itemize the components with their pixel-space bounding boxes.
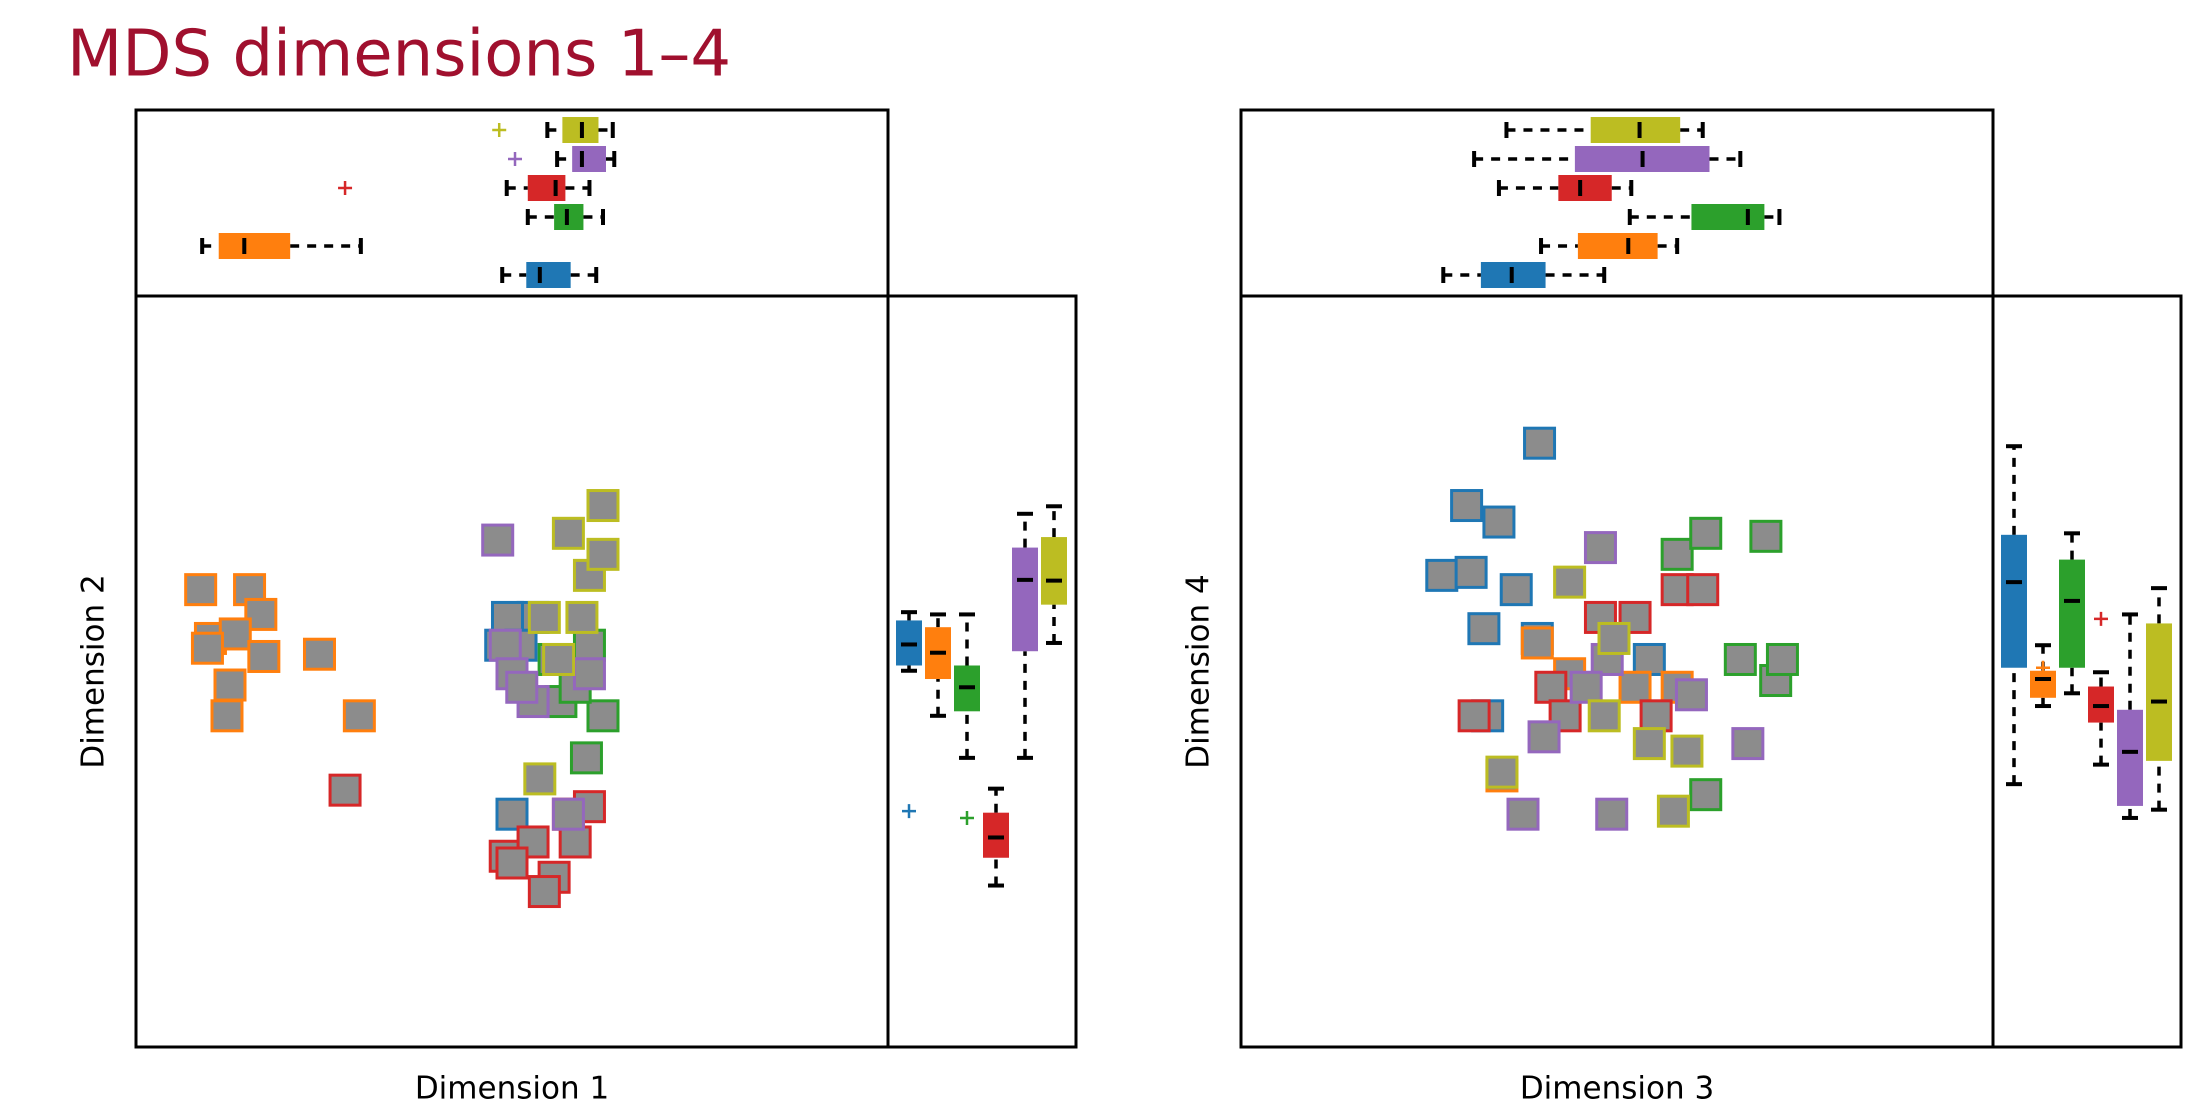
image-thumbnail [1662, 539, 1692, 569]
image-thumbnail [1484, 507, 1514, 537]
outlier [508, 152, 522, 166]
image-thumbnail [529, 602, 559, 632]
image-thumbnail [1691, 518, 1721, 548]
image-thumbnail [1672, 736, 1702, 766]
image-thumbnail [507, 672, 537, 702]
image-thumbnail [567, 602, 597, 632]
box [2059, 560, 2085, 668]
figure: MDS dimensions 1–4 Dimension 1 Dimension … [0, 0, 2201, 1117]
box [2117, 710, 2143, 806]
image-thumbnail [344, 701, 374, 731]
image-thumbnail [1525, 428, 1555, 458]
y-axis-label: Dimension 4 [1181, 574, 1217, 768]
box [1558, 175, 1611, 201]
image-thumbnail [560, 827, 590, 857]
box [219, 233, 290, 259]
image-thumbnail [304, 639, 334, 669]
box [2146, 623, 2172, 760]
image-thumbnail [497, 848, 527, 878]
outlier [338, 181, 352, 195]
image-thumbnail [1469, 614, 1499, 644]
image-thumbnail [553, 799, 583, 829]
image-thumbnail [1522, 628, 1552, 658]
box [526, 262, 570, 288]
image-thumbnail [330, 775, 360, 805]
image-thumbnail [212, 701, 242, 731]
image-thumbnail [588, 701, 618, 731]
image-thumbnail [1597, 799, 1627, 829]
figure-title: MDS dimensions 1–4 [67, 18, 731, 92]
image-thumbnail [1536, 672, 1566, 702]
image-thumbnail [249, 641, 279, 671]
image-thumbnail [1529, 722, 1559, 752]
image-thumbnail [1658, 796, 1688, 826]
top-margin-frame [136, 110, 888, 296]
image-thumbnail [1688, 575, 1718, 605]
box [2030, 671, 2056, 698]
image-thumbnail [1487, 757, 1517, 787]
image-thumbnail [544, 644, 574, 674]
image-thumbnail [588, 491, 618, 521]
image-thumbnail [490, 630, 520, 660]
image-thumbnail [1767, 644, 1797, 674]
box [983, 813, 1009, 858]
image-thumbnail [1691, 780, 1721, 810]
image-thumbnail [1634, 644, 1664, 674]
image-thumbnail [588, 539, 618, 569]
x-axis-label: Dimension 1 [415, 1071, 609, 1107]
box [572, 146, 606, 172]
image-thumbnail [1571, 672, 1601, 702]
outlier [960, 811, 974, 825]
box [2001, 535, 2027, 668]
image-thumbnail [1585, 533, 1615, 563]
image-thumbnail [1599, 623, 1629, 653]
outlier [2094, 612, 2108, 626]
box [1012, 548, 1038, 652]
page: {"chart_data": [ {"type": "scatter", "ti… [0, 0, 2201, 1117]
outlier [492, 123, 506, 137]
image-thumbnail [483, 525, 513, 555]
image-thumbnail [1501, 575, 1531, 605]
x-axis-label: Dimension 3 [1520, 1071, 1714, 1107]
image-thumbnail [574, 659, 604, 689]
image-thumbnail [492, 602, 522, 632]
image-thumbnail [220, 619, 250, 649]
image-thumbnail [1676, 680, 1706, 710]
image-thumbnail [1555, 567, 1585, 597]
box [1691, 204, 1764, 230]
box [1578, 233, 1658, 259]
image-thumbnail [1620, 672, 1650, 702]
image-thumbnail [1634, 729, 1664, 759]
image-thumbnail [525, 764, 555, 794]
image-thumbnail [1452, 491, 1482, 521]
image-thumbnail [571, 743, 601, 773]
image-thumbnail [1508, 799, 1538, 829]
image-thumbnail [1751, 521, 1781, 551]
box [528, 175, 566, 201]
image-thumbnail [574, 630, 604, 660]
image-thumbnail [1456, 557, 1486, 587]
image-thumbnail [186, 575, 216, 605]
image-thumbnail [1641, 701, 1671, 731]
image-thumbnail [215, 670, 245, 700]
image-thumbnail [1725, 644, 1755, 674]
outlier [902, 804, 916, 818]
image-thumbnail [1589, 701, 1619, 731]
box [1041, 537, 1067, 605]
image-thumbnail [497, 799, 527, 829]
image-thumbnail [1459, 701, 1489, 731]
image-thumbnail [553, 518, 583, 548]
image-thumbnail [1733, 729, 1763, 759]
image-thumbnail [529, 877, 559, 907]
image-thumbnail [192, 633, 222, 663]
image-thumbnail [1427, 560, 1457, 590]
box [1591, 117, 1680, 143]
y-axis-label: Dimension 2 [76, 574, 112, 768]
